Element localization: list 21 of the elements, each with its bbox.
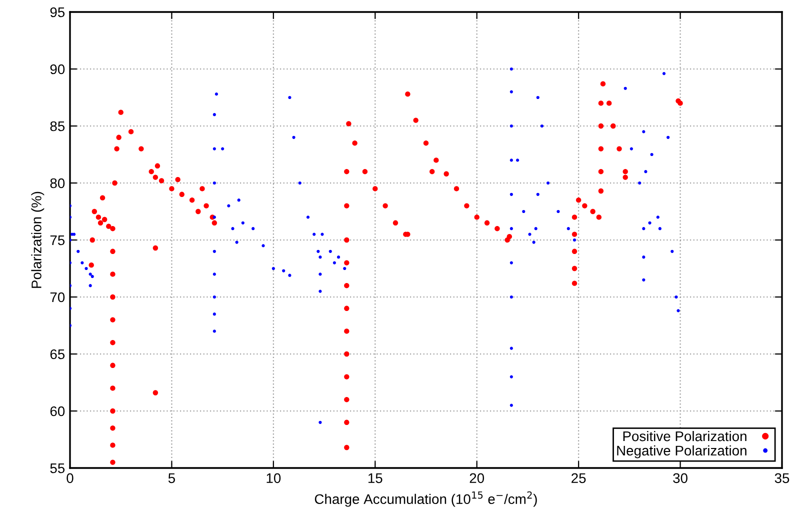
x-axis-title: Charge Accumulation (10$^{15}$ e$^{−}$/cm$^{2}$)	[314, 491, 537, 507]
y-tick-label: 75	[50, 235, 65, 246]
y-axis-title: Polarization (%)	[31, 192, 44, 288]
y-tick-label: 70	[50, 292, 65, 302]
x-tick-label: 30	[673, 473, 688, 484]
x-tick-label: 10	[266, 473, 281, 484]
y-tick-label: 85	[50, 121, 65, 132]
y-tick-label: 80	[50, 178, 65, 188]
x-tick-label: 25	[572, 473, 586, 484]
x-tick-label: 15	[368, 473, 382, 484]
x-tick-label: 20	[470, 473, 484, 484]
y-tick-label: 95	[50, 7, 65, 18]
y-tick-label: 55	[50, 463, 65, 474]
x-tick-label: 5	[168, 473, 175, 484]
y-tick-label: 65	[50, 349, 65, 360]
x-tick-label: 0	[66, 473, 74, 484]
x-tick-label: 35	[774, 473, 790, 484]
y-tick-label: 90	[50, 64, 65, 74]
y-tick-label: 60	[50, 406, 65, 416]
legend-label: Negative Polarization	[617, 445, 746, 458]
legend-label: Positive Polarization	[623, 430, 746, 442]
